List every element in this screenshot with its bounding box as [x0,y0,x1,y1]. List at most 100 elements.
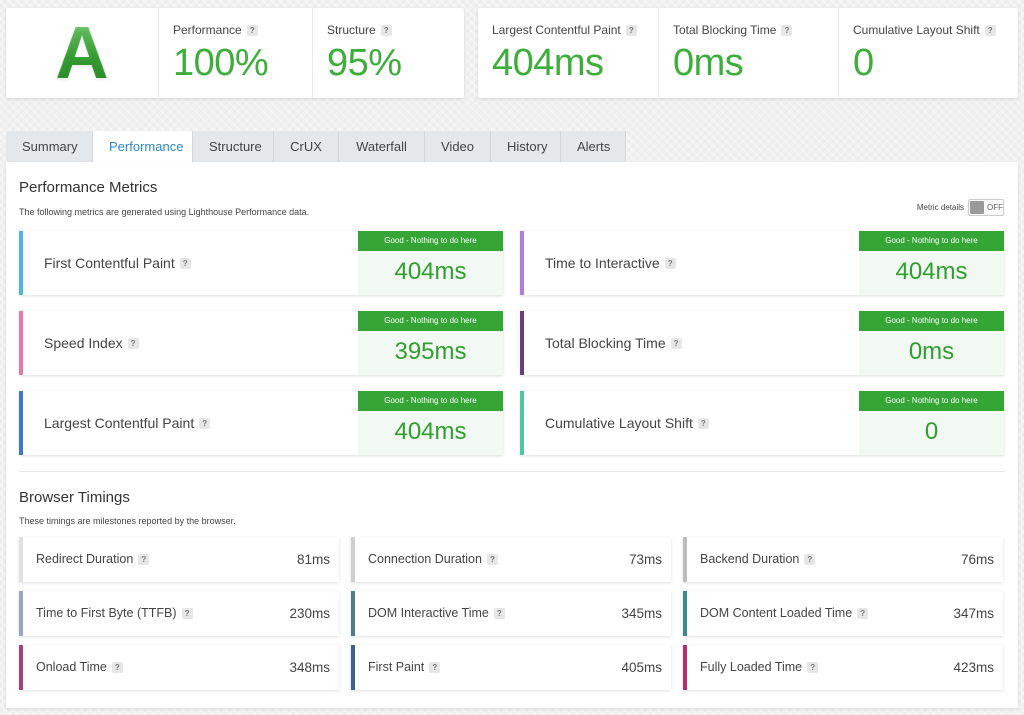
timing-value: 348ms [289,660,330,675]
metric-details-toggle[interactable]: Metric details OFF [917,199,1004,216]
grade-summary-card: A Performance? 100% Structure? 95% [6,8,464,98]
stat-label: Cumulative Layout Shift [853,23,980,37]
stat-label: Largest Contentful Paint [492,23,621,37]
timing-name: Fully Loaded Time? [700,660,819,674]
status-badge: Good - Nothing to do here [358,311,503,331]
help-icon[interactable]: ? [380,24,392,36]
tab-structure[interactable]: Structure [193,131,274,162]
performance-panel: Performance Metrics The following metric… [6,162,1018,708]
timing-name: Onload Time? [36,660,123,674]
metric-result: Good - Nothing to do here 404ms [859,231,1004,295]
tab-performance[interactable]: Performance [93,131,193,162]
metric-name: Speed Index? [44,335,139,351]
stat-label: Performance [173,23,242,37]
metric-card-speed-index: Speed Index? Good - Nothing to do here 395… [19,311,503,375]
metric-card-total-blocking-time: Total Blocking Time? Good - Nothing to do… [520,311,1004,375]
section-title: Browser Timings [19,489,130,506]
tab-video[interactable]: Video [425,131,491,162]
toggle-switch[interactable]: OFF [968,199,1004,216]
help-icon[interactable]: ? [493,607,505,619]
tab-alerts[interactable]: Alerts [561,131,626,162]
timing-label: DOM Content Loaded Time [700,606,853,620]
status-badge: Good - Nothing to do here [859,311,1004,331]
structure-score: Structure? 95% [312,8,464,98]
status-badge: Good - Nothing to do here [358,391,503,411]
help-icon[interactable]: ? [111,661,123,673]
stat-label: Total Blocking Time [673,23,777,37]
help-icon[interactable]: ? [670,337,682,349]
help-icon[interactable]: ? [804,553,816,565]
metric-card-cumulative-layout-shift: Cumulative Layout Shift? Good - Nothing t… [520,391,1004,455]
timing-card-onload-time: Onload Time? 348ms [19,645,339,690]
timing-card-time-to-first-byte-ttfb: Time to First Byte (TTFB)? 230ms [19,591,339,636]
section-description: The following metrics are generated usin… [19,207,310,217]
report-tabs: Summary Performance Structure CrUX Water… [6,131,626,162]
help-icon[interactable]: ? [807,661,819,673]
metric-result: Good - Nothing to do here 404ms [358,391,503,455]
help-icon[interactable]: ? [625,24,637,36]
tab-crux[interactable]: CrUX [274,131,339,162]
stat-label: Structure [327,23,376,37]
toggle-state: OFF [987,203,1003,212]
tab-history[interactable]: History [491,131,561,162]
metric-card-largest-contentful-paint: Largest Contentful Paint? Good - Nothing … [19,391,503,455]
help-icon[interactable]: ? [486,553,498,565]
timing-label: Redirect Duration [36,552,134,566]
metric-value: 404ms [394,418,467,445]
timing-label: Fully Loaded Time [700,660,803,674]
status-badge: Good - Nothing to do here [358,231,503,251]
help-icon[interactable]: ? [857,607,869,619]
help-icon[interactable]: ? [199,417,211,429]
help-icon[interactable]: ? [246,24,258,36]
metric-value: 404ms [394,258,467,285]
help-icon[interactable]: ? [429,661,441,673]
metric-name: Total Blocking Time? [545,335,682,351]
help-icon[interactable]: ? [138,553,150,565]
timing-value: 81ms [296,552,330,567]
timing-card-redirect-duration: Redirect Duration? 81ms [19,537,339,582]
help-icon[interactable]: ? [984,24,996,36]
stat-value: 0 [853,42,874,84]
stat-value: 404ms [492,42,604,84]
section-description: These timings are milestones reported by… [19,516,236,526]
stat-value: 100% [173,42,269,84]
help-icon[interactable]: ? [781,24,793,36]
metric-value: 0 [924,418,939,445]
timing-name: Connection Duration? [368,552,498,566]
tab-summary[interactable]: Summary [6,131,93,162]
toggle-label: Metric details [916,203,964,212]
timing-card-dom-content-loaded-time: DOM Content Loaded Time? 347ms [683,591,1003,636]
timing-value: 345ms [621,606,662,621]
timing-name: First Paint? [368,660,441,674]
help-icon[interactable]: ? [697,417,709,429]
timing-name: Backend Duration? [700,552,816,566]
help-icon[interactable]: ? [179,257,191,269]
timing-card-connection-duration: Connection Duration? 73ms [351,537,671,582]
help-icon[interactable]: ? [181,607,193,619]
grade-box: A [6,8,158,98]
timing-label: Backend Duration [700,552,800,566]
timing-value: 76ms [960,552,994,567]
timing-label: Time to First Byte (TTFB) [36,606,177,620]
metric-result: Good - Nothing to do here 0ms [859,311,1004,375]
timing-value: 347ms [953,606,994,621]
metric-name: Time to Interactive? [545,255,676,271]
timing-card-first-paint: First Paint? 405ms [351,645,671,690]
timing-value: 405ms [621,660,662,675]
timing-card-dom-interactive-time: DOM Interactive Time? 345ms [351,591,671,636]
help-icon[interactable]: ? [664,257,676,269]
status-badge: Good - Nothing to do here [859,391,1004,411]
metric-label: First Contentful Paint [44,255,175,271]
timing-value: 230ms [289,606,330,621]
timing-value: 423ms [953,660,994,675]
status-badge: Good - Nothing to do here [859,231,1004,251]
timing-card-backend-duration: Backend Duration? 76ms [683,537,1003,582]
timing-name: DOM Interactive Time? [368,606,505,620]
metric-result: Good - Nothing to do here 404ms [358,231,503,295]
grade-letter: A [55,11,109,94]
section-title: Performance Metrics [19,179,158,196]
tab-waterfall[interactable]: Waterfall [339,131,425,162]
cls-vital: Cumulative Layout Shift? 0 [838,8,1018,98]
help-icon[interactable]: ? [127,337,139,349]
tbt-vital: Total Blocking Time? 0ms [658,8,838,98]
